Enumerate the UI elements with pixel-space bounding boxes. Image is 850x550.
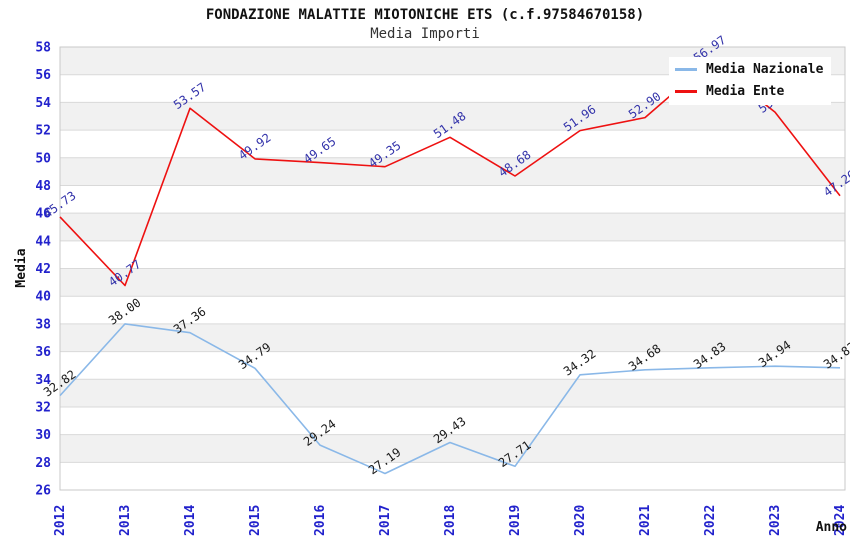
series-path-media-nazionale [59,323,841,475]
y-tick-label: 26 [35,484,51,499]
y-tick-label: 48 [35,179,51,194]
legend-swatch-icon [675,90,697,93]
legend-swatch-icon [675,68,697,71]
x-tick-label: 2022 [703,505,718,536]
y-axis-tick-labels: 26 28 30 32 34 36 38 40 42 44 46 48 50 52 54 56 58 [35,41,51,499]
x-axis-title: Anno [816,520,847,535]
y-tick-label: 40 [35,290,51,305]
x-axis-tick-labels: 2012 2013 2014 2015 2016 2017 2018 2019 2020 2021… [53,505,848,536]
x-tick-label: 2021 [638,505,653,536]
y-tick-label: 56 [35,68,51,83]
y-tick-label: 38 [35,317,51,332]
y-tick-label: 36 [35,345,51,360]
x-tick-label: 2017 [378,505,393,536]
x-tick-label: 2019 [508,505,523,536]
x-tick-label: 2016 [313,505,328,536]
x-tick-label: 2020 [573,505,588,536]
y-tick-label: 46 [35,207,51,222]
x-tick-label: 2012 [53,505,68,536]
y-axis-title-label: Media [14,248,29,287]
chart-subtitle: Media Importi [370,26,480,42]
y-tick-label: 54 [35,96,51,111]
x-tick-label: 2018 [443,505,458,536]
legend-label: Media Ente [706,84,785,99]
x-axis-title-label: Anno [816,520,847,535]
x-tick-label: 2024 [833,505,848,536]
y-tick-label: 34 [35,373,51,388]
y-tick-label: 44 [35,234,51,249]
y-tick-label: 50 [35,151,51,166]
x-tick-label: 2023 [768,505,783,536]
legend-item: Media Ente [675,84,823,99]
y-tick-label: 52 [35,124,51,139]
x-tick-label: 2015 [248,505,263,536]
y-tick-label: 30 [35,428,51,443]
plot-border [59,46,846,491]
series-line-media-nazionale [59,323,841,475]
chart-title: FONDAZIONE MALATTIE MIOTONICHE ETS (c.f.… [205,7,645,23]
y-tick-label: 28 [35,456,51,471]
y-axis-title: Media [14,248,29,287]
legend-item: Media Nazionale [675,62,823,77]
y-tick-label: 42 [35,262,51,277]
plot-bands [60,47,845,490]
chart-legend: Media Nazionale Media Ente [669,57,832,105]
y-tick-label: 58 [35,41,51,56]
x-tick-label: 2013 [118,505,133,536]
y-tick-label: 32 [35,400,51,415]
legend-label: Media Nazionale [706,62,824,77]
x-tick-label: 2014 [183,505,198,536]
